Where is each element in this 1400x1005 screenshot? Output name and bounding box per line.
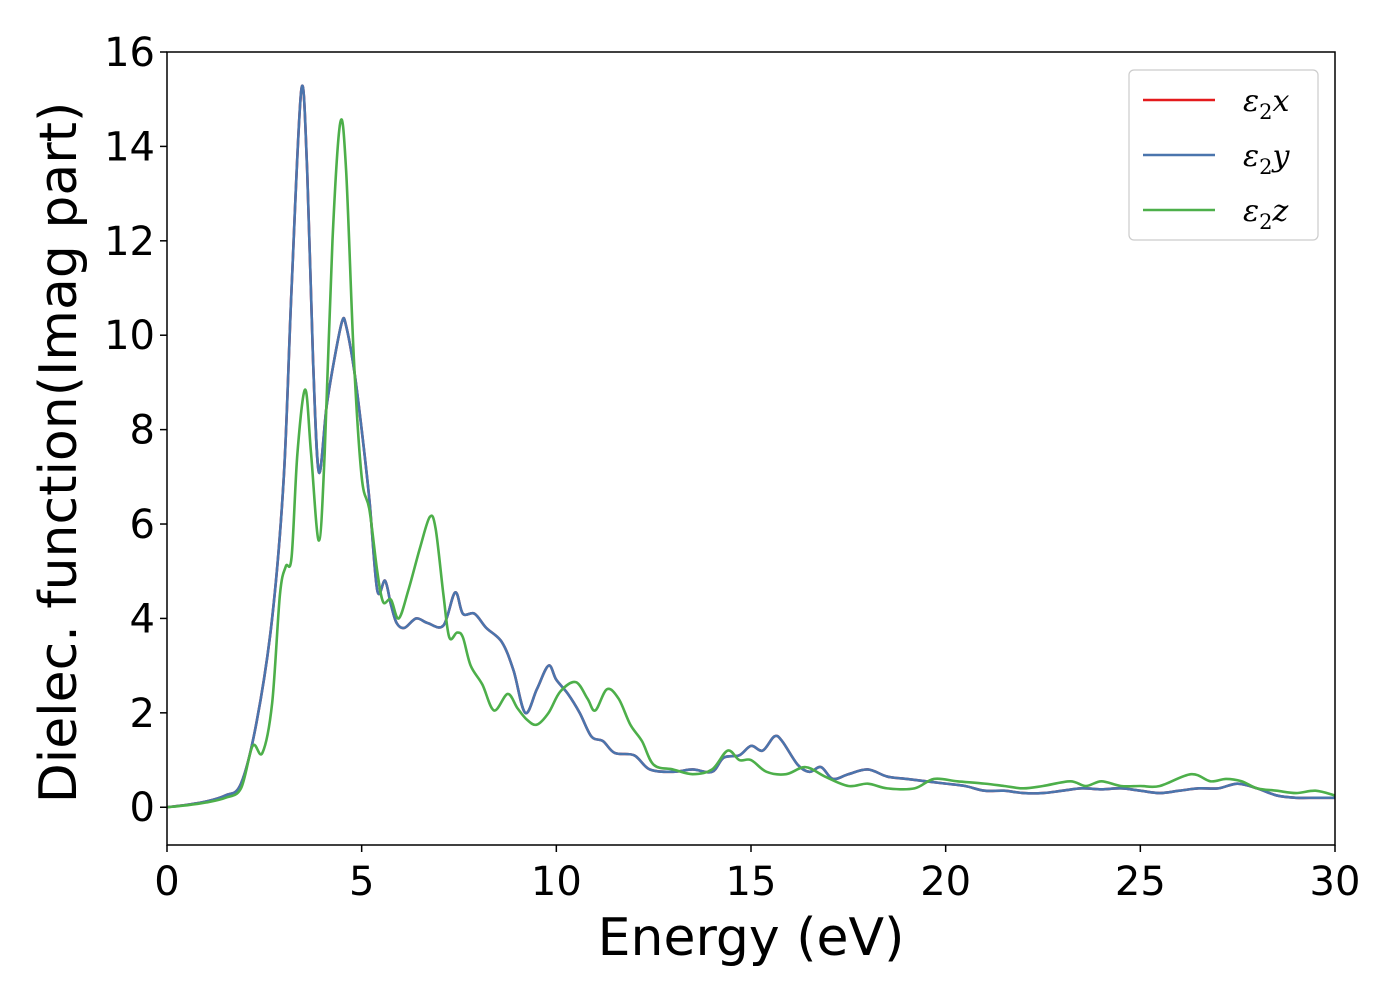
y-tick-label: 8 bbox=[130, 408, 155, 454]
x-tick-label: 15 bbox=[726, 859, 777, 905]
legend-label-z: ε2z bbox=[1243, 194, 1288, 234]
series-line-z bbox=[166, 118, 1336, 809]
y-axis-title: Dielec. function(Imag part) bbox=[29, 102, 89, 804]
y-tick-label: 6 bbox=[130, 502, 155, 548]
legend-label-x: ε2x bbox=[1243, 84, 1289, 124]
legend-label-y: ε2y bbox=[1243, 139, 1290, 179]
legend: ε2x ε2y ε2z bbox=[1128, 69, 1319, 241]
y-tick-label: 4 bbox=[130, 596, 155, 642]
x-tick-label: 25 bbox=[1115, 859, 1166, 905]
y-tick-label: 2 bbox=[130, 691, 155, 737]
series-layer bbox=[166, 84, 1336, 809]
tick-layer: 0 5 10 15 20 25 30 0 2 4 6 8 10 12 14 16 bbox=[104, 30, 1360, 905]
series-line-y bbox=[166, 84, 1335, 809]
x-tick-label: 20 bbox=[920, 859, 971, 905]
y-tick-label: 12 bbox=[104, 219, 155, 265]
y-tick-label: 16 bbox=[104, 30, 155, 76]
x-tick-label: 0 bbox=[154, 859, 179, 905]
y-tick-label: 0 bbox=[130, 785, 155, 831]
legend-box bbox=[1128, 69, 1319, 241]
x-tick-label: 5 bbox=[349, 859, 374, 905]
x-axis-title: Energy (eV) bbox=[598, 908, 905, 968]
x-tick-label: 30 bbox=[1310, 859, 1361, 905]
x-tick-label: 10 bbox=[531, 859, 582, 905]
y-tick-label: 10 bbox=[104, 313, 155, 359]
y-tick-label: 14 bbox=[104, 124, 155, 170]
